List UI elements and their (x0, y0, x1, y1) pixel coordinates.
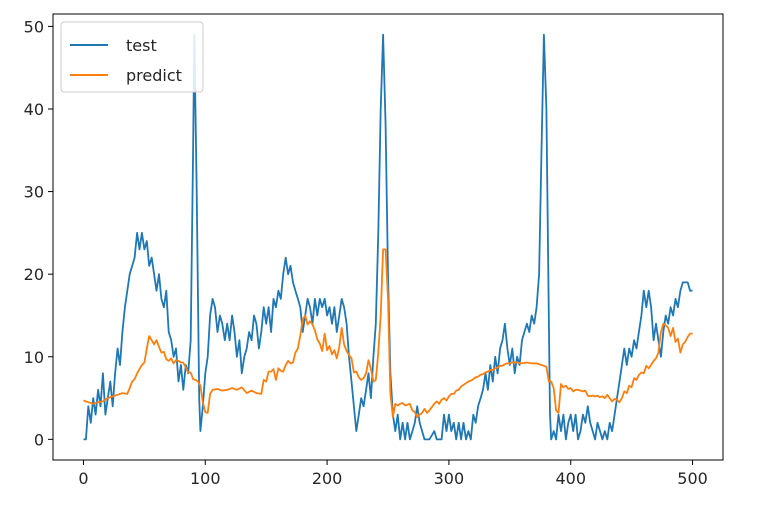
x-axis-ticks: 0 100 200 300 400 500 (78, 460, 708, 488)
x-tick-label: 200 (312, 469, 343, 488)
legend-label-test: test (126, 36, 157, 55)
x-tick-label: 300 (434, 469, 465, 488)
series-line-predict (83, 248, 693, 418)
legend-label-predict: predict (126, 66, 182, 85)
series-line-test (83, 33, 693, 441)
x-tick-label: 400 (555, 469, 586, 488)
y-tick-label: 20 (24, 265, 44, 284)
legend: test predict (60, 21, 204, 93)
y-axis-ticks: 0 10 20 30 40 50 (24, 17, 53, 449)
y-tick-label: 0 (34, 430, 44, 449)
y-tick-label: 10 (24, 348, 44, 367)
x-tick-label: 0 (78, 469, 88, 488)
series-lines (83, 33, 693, 441)
y-tick-label: 30 (24, 183, 44, 202)
y-tick-label: 50 (24, 17, 44, 36)
x-tick-label: 500 (677, 469, 708, 488)
plot-frame (52, 13, 724, 461)
x-tick-label: 100 (190, 469, 221, 488)
y-tick-label: 40 (24, 100, 44, 119)
